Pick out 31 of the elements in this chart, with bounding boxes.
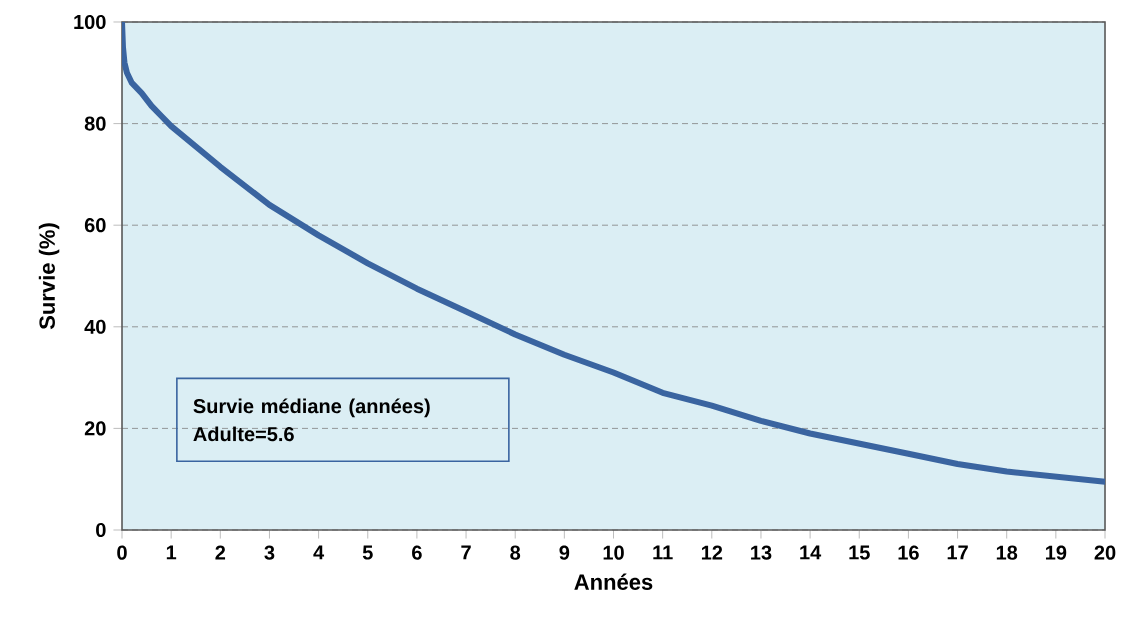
x-tick-label: 11 [653, 545, 673, 560]
x-tick-label: 2 [215, 545, 226, 560]
x-tick-label: 16 [898, 545, 919, 560]
x-tick-label: 12 [701, 545, 723, 560]
y-axis-title: Survie (%) [38, 223, 60, 330]
y-tick-label: 60 [84, 218, 106, 233]
x-tick-label: 5 [362, 545, 373, 560]
x-tick-label: 18 [996, 545, 1018, 560]
y-tick-label: 40 [84, 319, 106, 334]
x-tick-label: 17 [947, 545, 968, 560]
x-axis-title: Années [574, 573, 653, 590]
y-tick-label: 100 [74, 14, 106, 30]
y-tick-label: 80 [84, 116, 106, 131]
annotation: Survie médiane (années) [193, 398, 430, 418]
x-tick-label: 13 [751, 545, 772, 560]
x-tick-label: 3 [264, 545, 275, 560]
x-tick-label: 9 [559, 545, 570, 560]
x-tick-label: 4 [313, 545, 325, 560]
x-tick-label: 0 [117, 545, 127, 560]
x-tick-label: 15 [849, 545, 870, 560]
y-tick-label: 0 [96, 522, 106, 538]
x-tick-label: 20 [1094, 545, 1116, 560]
x-tick-label: 8 [510, 545, 521, 560]
x-tick-label: 1 [166, 545, 177, 560]
y-tick-label: 20 [84, 421, 106, 436]
annotation: Adulte=5.6 [193, 426, 294, 442]
x-tick-label: 19 [1045, 545, 1067, 560]
x-tick-label: 14 [800, 545, 822, 560]
x-tick-label: 10 [603, 545, 624, 560]
x-tick-label: 6 [412, 545, 422, 560]
x-tick-label: 7 [461, 545, 471, 560]
